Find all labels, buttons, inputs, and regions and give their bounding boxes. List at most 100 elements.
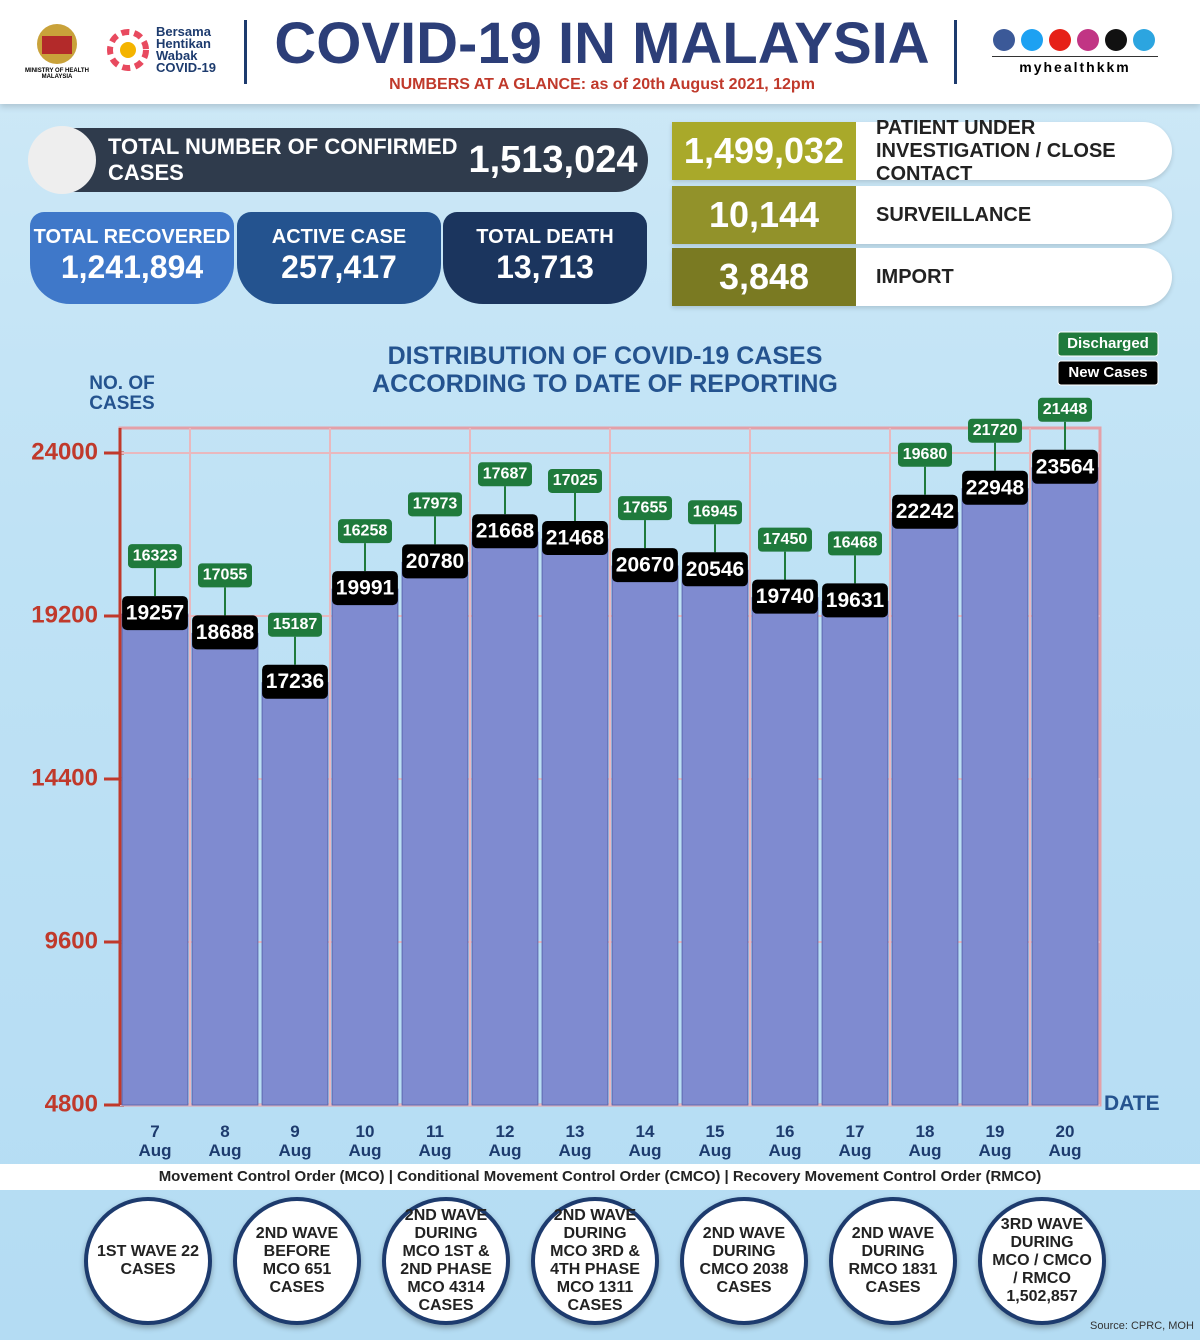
social-handle: myhealthkkm xyxy=(992,56,1158,75)
breakdown-value: 1,499,032 xyxy=(672,122,856,180)
value-label: 19631 xyxy=(826,589,885,612)
death-label: TOTAL DEATH xyxy=(476,226,614,248)
wave-circle: 2ND WAVE DURING MCO 3RD & 4TH PHASE MCO … xyxy=(531,1197,659,1325)
y-tick-label: 19200 xyxy=(31,601,98,628)
tag-label: 17450 xyxy=(763,531,808,548)
mco-legend: Movement Control Order (MCO) | Condition… xyxy=(0,1164,1200,1190)
active-label: ACTIVE CASE xyxy=(271,226,407,248)
tag-label: 16258 xyxy=(343,522,388,539)
tag-label: 17055 xyxy=(203,567,248,584)
breakdown-value: 10,144 xyxy=(672,186,856,244)
legend-swatch xyxy=(1057,331,1159,357)
value-label: 19740 xyxy=(756,585,814,608)
tag xyxy=(408,492,462,517)
confirmed-value: 1,513,024 xyxy=(468,138,638,181)
value-label-box xyxy=(192,615,258,650)
breakdown-value: 3,848 xyxy=(672,248,856,306)
bar xyxy=(401,561,469,1106)
x-tick-label: 9 Aug xyxy=(278,1122,312,1160)
tag xyxy=(898,442,952,467)
tag-label: 19680 xyxy=(903,446,948,463)
value-label-box xyxy=(682,552,748,587)
social-icons xyxy=(993,29,1155,51)
value-label-box xyxy=(752,579,818,614)
bar xyxy=(1031,467,1099,1106)
legend-label: Discharged xyxy=(1067,335,1149,352)
confirmed-panel: TOTAL NUMBER OF CONFIRMED CASES 1,513,02… xyxy=(28,126,648,194)
value-label: 19991 xyxy=(336,577,395,600)
value-label: 17236 xyxy=(266,670,324,693)
bar xyxy=(751,597,819,1106)
x-tick-label: 14 Aug xyxy=(628,1122,662,1160)
value-label-box xyxy=(542,520,608,555)
y-tick-label: 14400 xyxy=(31,764,98,791)
y-tick-label: 9600 xyxy=(45,927,98,954)
active-box: ACTIVE CASE 257,417 xyxy=(237,212,441,304)
x-tick-label: 10 Aug xyxy=(348,1122,382,1160)
tag-label: 16945 xyxy=(693,504,738,521)
y-tick-label: 4800 xyxy=(45,1090,98,1117)
source: Source: CPRC, MOH xyxy=(1090,1320,1194,1332)
legend-label: New Cases xyxy=(1068,364,1147,381)
value-label-box xyxy=(822,583,888,618)
tag-label: 17973 xyxy=(413,496,458,513)
value-label-box xyxy=(122,596,188,631)
tag xyxy=(828,531,882,556)
breakdown-row: 10,144 SURVEILLANCE xyxy=(672,186,1172,244)
wave-circle: 3RD WAVE DURING MCO / CMCO / RMCO 1,502,… xyxy=(978,1197,1106,1325)
breakdown-label: IMPORT xyxy=(876,265,954,288)
confirmed-icon xyxy=(28,126,96,194)
y-tick-label: 24000 xyxy=(31,438,98,465)
tag xyxy=(198,563,252,588)
title: COVID-19 IN MALAYSIA xyxy=(274,11,930,76)
x-tick-label: 13 Aug xyxy=(558,1122,592,1160)
campaign-text: Bersama Hentikan Wabak COVID-19 xyxy=(156,24,216,75)
x-tick-label: 15 Aug xyxy=(698,1122,732,1160)
recovered-value: 1,241,894 xyxy=(60,249,204,285)
chart: 4800 9600 14400 19200 24000 16323 19257 17055 18… xyxy=(31,331,1159,1117)
x-tick-label: 8 Aug xyxy=(208,1122,242,1160)
chart-title: DISTRIBUTION OF COVID-19 CASES ACCORDING… xyxy=(372,342,838,398)
x-tick-label: 12 Aug xyxy=(488,1122,522,1160)
legend-swatch xyxy=(1057,360,1159,386)
breakdown-label: PATIENT UNDER INVESTIGATION / CLOSE CONT… xyxy=(876,116,1116,185)
subtitle-lead: NUMBERS AT A GLANCE: xyxy=(389,76,587,93)
value-label-box xyxy=(892,494,958,529)
death-value: 13,713 xyxy=(496,249,594,285)
value-label: 23564 xyxy=(1036,455,1095,478)
wave-circle: 2ND WAVE DURING MCO 1ST & 2ND PHASE MCO … xyxy=(382,1197,510,1325)
wave-circle: 2ND WAVE BEFORE MCO 651 CASES xyxy=(233,1197,361,1325)
subtitle: NUMBERS AT A GLANCE: as of 20th August 2… xyxy=(262,76,942,94)
wave-circle: 2ND WAVE DURING CMCO 2038 CASES xyxy=(680,1197,808,1325)
breakdown-row: 1,499,032 PATIENT UNDER INVESTIGATION / C… xyxy=(672,116,1172,185)
tag xyxy=(478,462,532,487)
tag-label: 15187 xyxy=(273,616,318,633)
tag xyxy=(688,500,742,525)
bar xyxy=(821,600,889,1106)
bar xyxy=(191,632,259,1106)
value-label: 21468 xyxy=(546,527,605,550)
x-tick-label: 20 Aug xyxy=(1048,1122,1082,1160)
tag xyxy=(758,527,812,552)
value-label: 22948 xyxy=(966,476,1025,499)
bar xyxy=(681,569,749,1106)
bar xyxy=(541,538,609,1106)
bar xyxy=(121,613,189,1106)
value-label: 19257 xyxy=(126,602,184,625)
subtitle-date: as of 20th August 2021, 12pm xyxy=(590,76,815,93)
tag-label: 21448 xyxy=(1043,401,1088,418)
value-label: 20780 xyxy=(406,550,464,573)
campaign-logo xyxy=(107,29,149,71)
header xyxy=(0,0,1200,104)
tag-label: 21720 xyxy=(973,422,1018,439)
value-label-box xyxy=(402,544,468,579)
x-tick-label: 19 Aug xyxy=(978,1122,1012,1160)
bar xyxy=(261,682,329,1106)
active-value: 257,417 xyxy=(281,249,397,285)
tag-label: 16323 xyxy=(133,547,178,564)
tag xyxy=(128,544,182,569)
value-label: 18688 xyxy=(196,621,255,644)
tag xyxy=(268,612,322,637)
tag xyxy=(548,468,602,493)
